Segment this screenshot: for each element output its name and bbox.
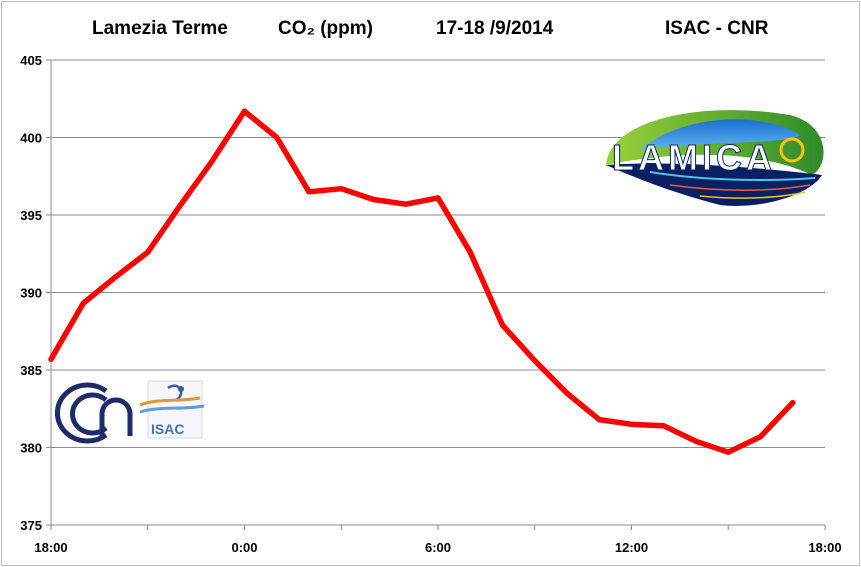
title-institute: ISAC - CNR [665, 18, 769, 39]
isac-logo-icon: ISAC [139, 380, 205, 439]
x-tick-label: 0:00 [231, 540, 257, 555]
y-tick-label: 385 [20, 363, 42, 378]
y-tick-label: 405 [20, 53, 42, 68]
grid-lines [46, 59, 825, 526]
title-date: 17-18 /9/2014 [436, 18, 554, 39]
x-tick-label: 18:00 [34, 540, 67, 555]
y-tick-labels: 375 380 385 390 395 400 405 [20, 53, 42, 533]
lamica-logo-text: LAMICA [612, 137, 776, 178]
title-measure: CO₂ (ppm) [278, 18, 373, 39]
x-tick-labels: 18:00 0:00 6:00 12:00 18:00 [34, 540, 841, 555]
y-tick-label: 395 [20, 208, 42, 223]
x-tick-label: 12:00 [615, 540, 648, 555]
lamica-logo: LAMICA [606, 110, 824, 206]
title-location: Lamezia Terme [92, 18, 228, 39]
y-tick-label: 400 [20, 131, 42, 146]
x-tick-label: 18:00 [808, 540, 841, 555]
y-tick-label: 380 [20, 441, 42, 456]
axes [50, 60, 826, 530]
co2-series-line [48, 108, 796, 455]
x-tick-label: 6:00 [425, 540, 451, 555]
cnr-logo-icon [54, 382, 133, 444]
y-tick-label: 375 [20, 518, 42, 533]
y-tick-label: 390 [20, 286, 42, 301]
isac-logo-text: ISAC [151, 421, 184, 437]
